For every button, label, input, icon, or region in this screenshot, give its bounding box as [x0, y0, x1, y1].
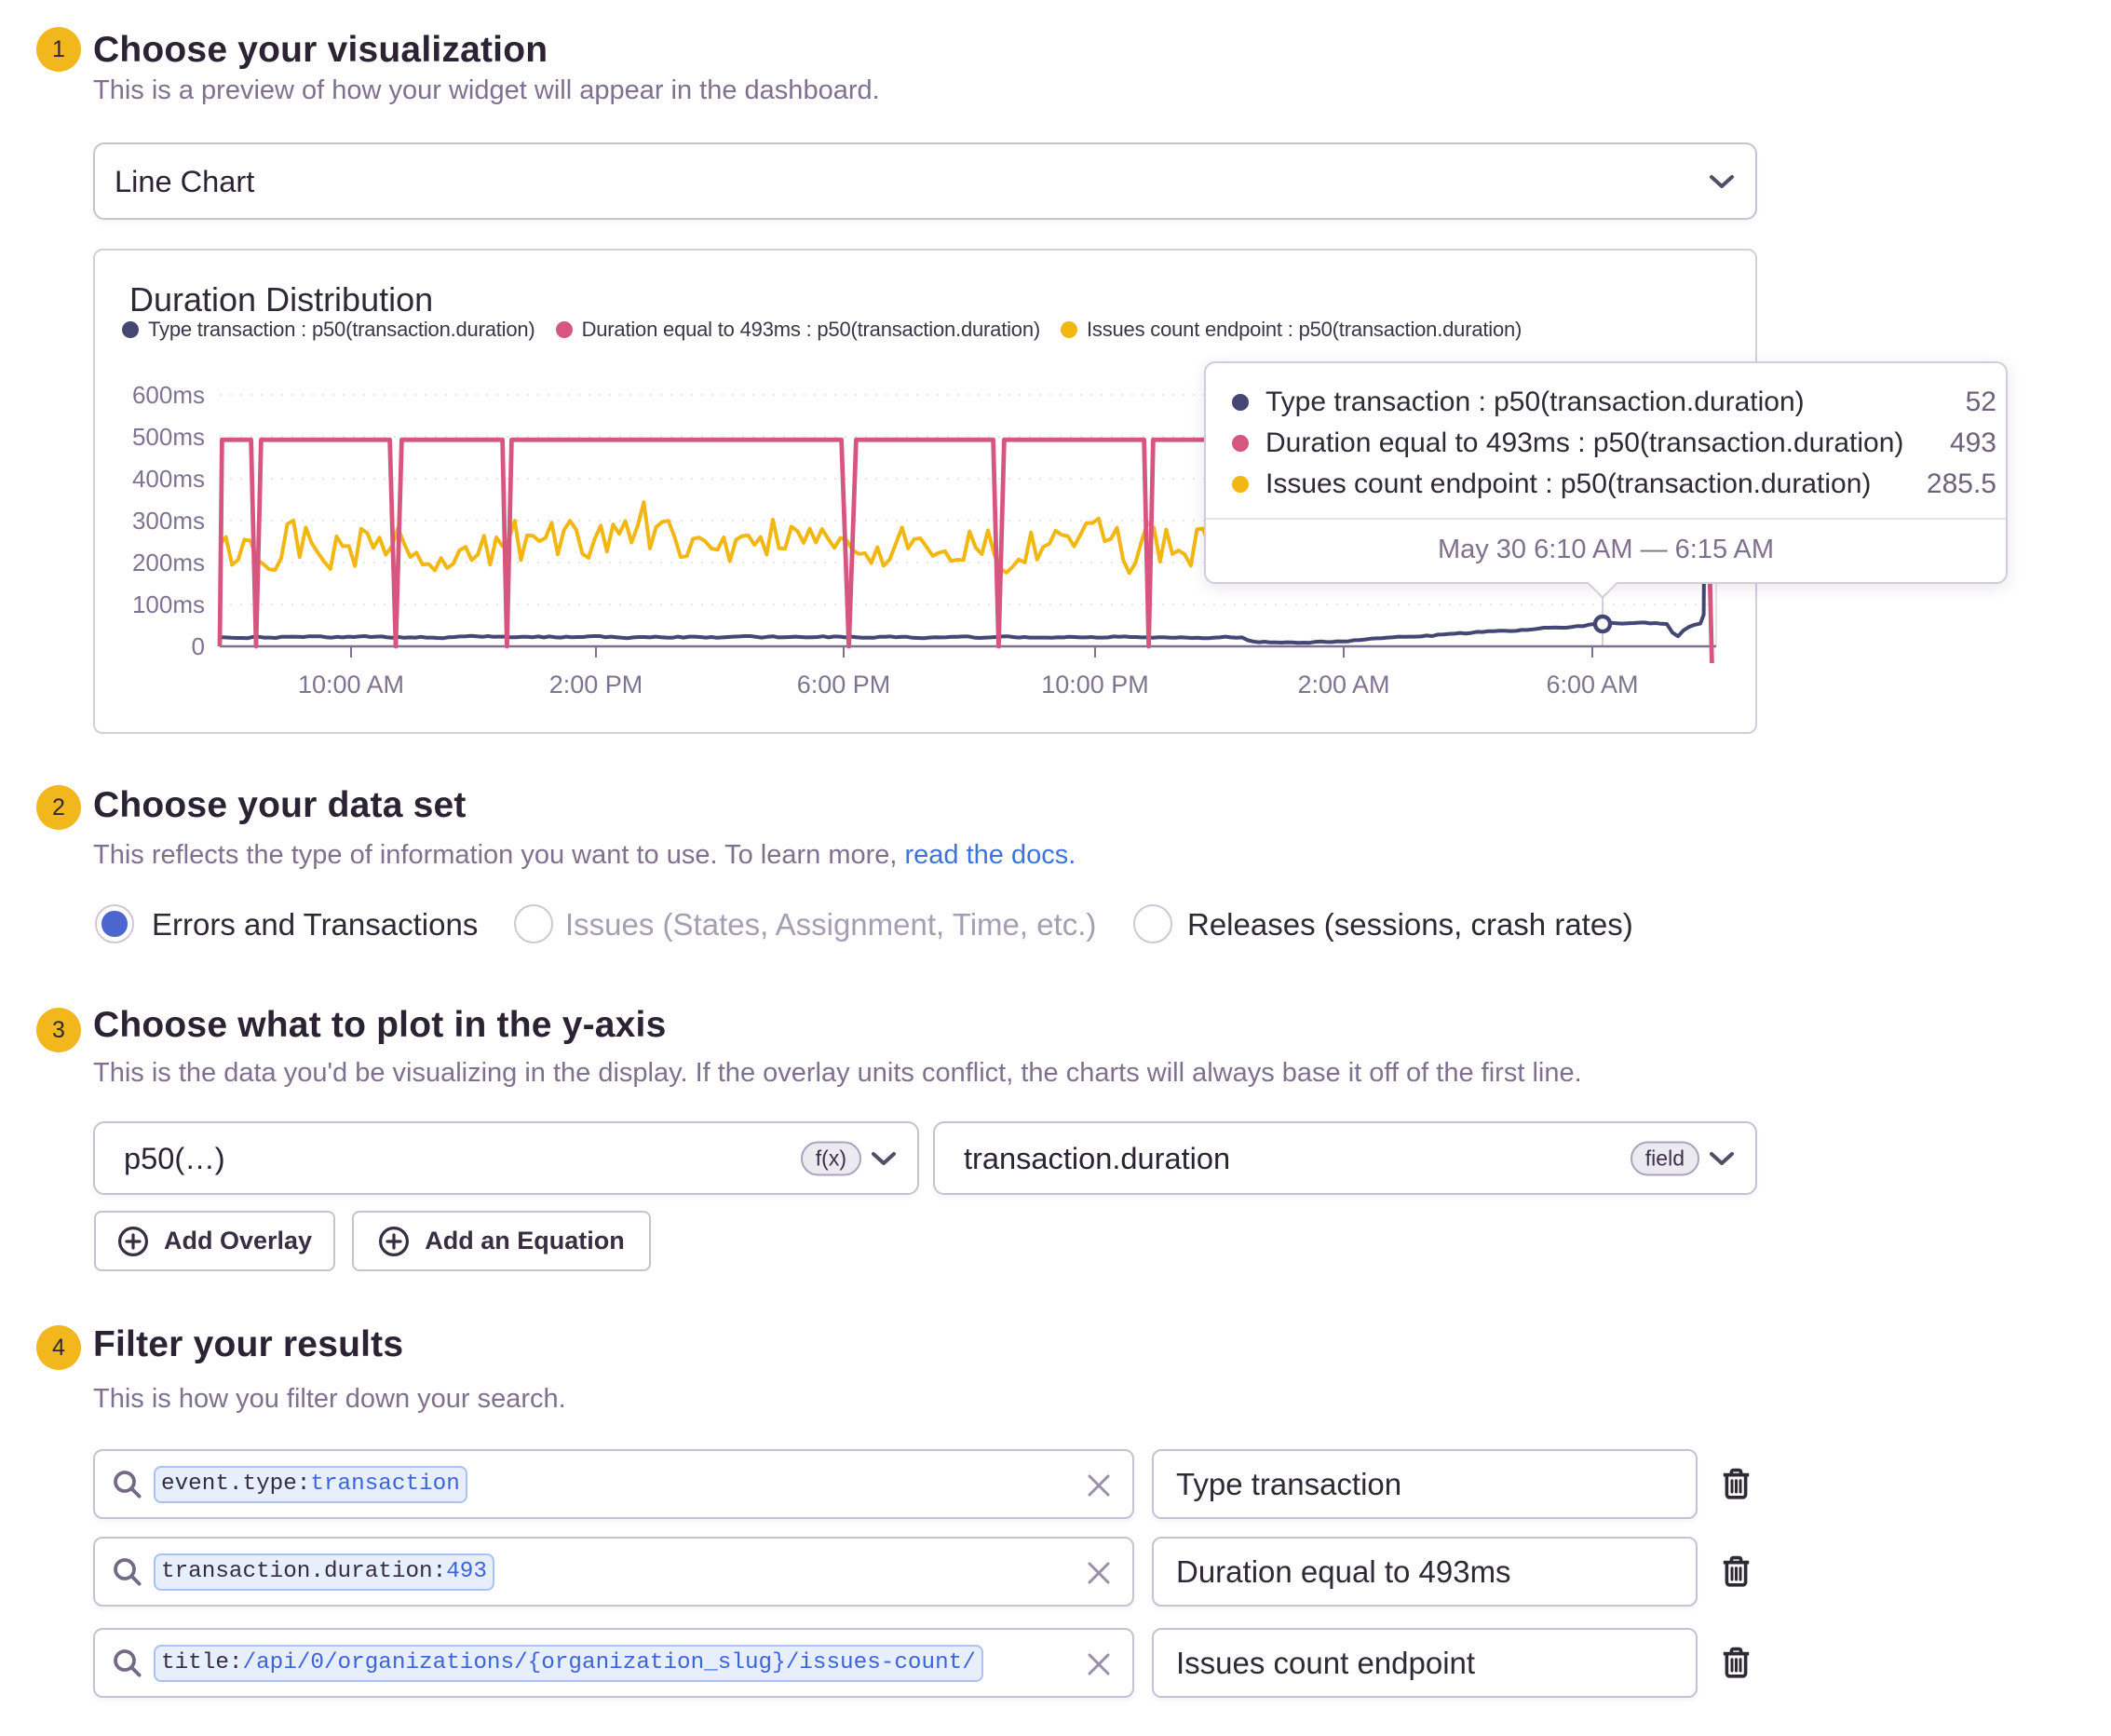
svg-text:6:00 AM: 6:00 AM: [1546, 671, 1638, 698]
svg-text:600ms: 600ms: [132, 381, 205, 409]
svg-text:300ms: 300ms: [132, 507, 205, 535]
svg-text:500ms: 500ms: [132, 423, 205, 451]
svg-text:6:00 PM: 6:00 PM: [797, 671, 891, 698]
svg-text:0: 0: [192, 632, 205, 660]
svg-text:2:00 AM: 2:00 AM: [1297, 671, 1389, 698]
svg-text:10:00 PM: 10:00 PM: [1041, 671, 1149, 698]
svg-text:10:00 AM: 10:00 AM: [298, 671, 404, 698]
svg-text:100ms: 100ms: [132, 590, 205, 618]
svg-text:400ms: 400ms: [132, 465, 205, 493]
svg-text:2:00 PM: 2:00 PM: [549, 671, 643, 698]
svg-text:200ms: 200ms: [132, 549, 205, 576]
